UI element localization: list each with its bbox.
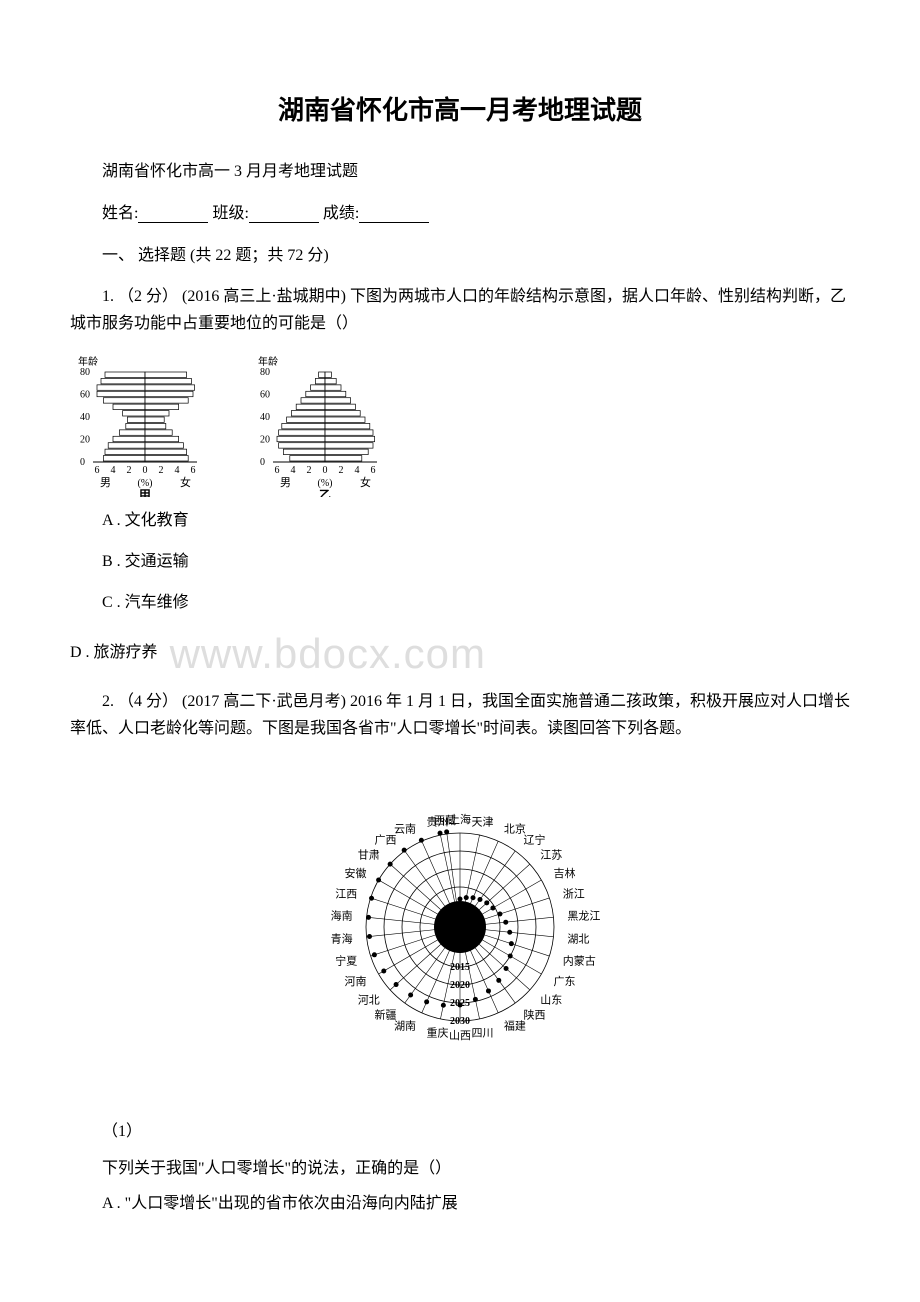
class-label: 班级:: [212, 205, 248, 222]
svg-text:4: 4: [111, 465, 116, 476]
q1-stem: 1. （2 分） (2016 高三上·盐城期中) 下图为两城市人口的年龄结构示意…: [70, 283, 850, 337]
radar-chart: 2015202020252030西藏上海天津北京辽宁江苏吉林浙江黑龙江湖北内蒙古…: [260, 757, 660, 1097]
q1-option-c: C . 汽车维修: [70, 589, 850, 618]
svg-text:天津: 天津: [471, 816, 493, 829]
watermark: www.bdocx.com: [170, 630, 486, 677]
svg-text:贵州: 贵州: [427, 816, 449, 829]
form-line: 姓名: 班级: 成绩:: [70, 199, 850, 223]
svg-text:江西: 江西: [335, 888, 357, 901]
svg-text:6: 6: [275, 465, 280, 476]
pyramid-yi: 年龄8060402006420246男(%)女乙: [250, 347, 400, 497]
q1-option-b: B . 交通运输: [70, 548, 850, 577]
svg-text:陕西: 陕西: [523, 1008, 545, 1022]
svg-text:山东: 山东: [540, 993, 562, 1006]
svg-text:安徽: 安徽: [344, 866, 366, 880]
q2-stem: 2. （4 分） (2017 高二下·武邑月考) 2016 年 1 月 1 日，…: [70, 688, 850, 742]
svg-text:40: 40: [80, 412, 90, 423]
question-2: 2. （4 分） (2017 高二下·武邑月考) 2016 年 1 月 1 日，…: [70, 688, 850, 1219]
section-header: 一、 选择题 (共 22 题；共 72 分): [70, 241, 850, 265]
svg-text:江苏: 江苏: [540, 849, 562, 862]
score-label: 成绩:: [323, 205, 359, 222]
svg-text:6: 6: [371, 465, 376, 476]
svg-text:0: 0: [323, 465, 328, 476]
svg-text:北京: 北京: [504, 821, 526, 835]
question-1: 1. （2 分） (2016 高三上·盐城期中) 下图为两城市人口的年龄结构示意…: [70, 283, 850, 678]
q2-option-a: A . "人口零增长"出现的省市依次由沿海向内陆扩展: [70, 1190, 850, 1219]
svg-text:男: 男: [280, 477, 291, 489]
svg-text:4: 4: [175, 465, 180, 476]
svg-text:辽宁: 辽宁: [523, 833, 545, 847]
svg-text:0: 0: [260, 457, 265, 468]
svg-text:湖南: 湖南: [394, 1020, 416, 1033]
svg-text:山西: 山西: [449, 1029, 471, 1042]
name-blank: [138, 205, 208, 223]
svg-text:60: 60: [260, 390, 270, 401]
q1-option-d: D . 旅游疗养: [70, 644, 158, 661]
svg-text:吉林: 吉林: [554, 866, 576, 880]
svg-text:2: 2: [127, 465, 132, 476]
svg-text:广西: 广西: [375, 834, 397, 847]
svg-text:40: 40: [260, 412, 270, 423]
svg-text:青海: 青海: [331, 931, 353, 945]
svg-text:广东: 广东: [554, 975, 576, 988]
class-blank: [249, 205, 319, 223]
svg-text:湖北: 湖北: [567, 932, 589, 945]
subtitle: 湖南省怀化市高一 3 月月考地理试题: [70, 157, 850, 181]
svg-text:河北: 河北: [358, 993, 380, 1006]
svg-text:云南: 云南: [394, 822, 416, 835]
svg-text:6: 6: [191, 465, 196, 476]
q1-option-a: A . 文化教育: [70, 507, 850, 536]
svg-text:上海: 上海: [449, 812, 471, 826]
svg-text:甘肃: 甘肃: [358, 849, 380, 862]
svg-text:2: 2: [159, 465, 164, 476]
q2-sub-number: （1）: [70, 1117, 850, 1141]
svg-text:四川: 四川: [471, 1028, 493, 1040]
svg-text:甲: 甲: [139, 488, 151, 497]
q1-figure: 年龄8060402006420246男(%)女甲 年龄8060402006420…: [70, 347, 850, 497]
svg-text:4: 4: [291, 465, 296, 476]
page-title: 湖南省怀化市高一月考地理试题: [70, 90, 850, 127]
svg-text:0: 0: [143, 465, 148, 476]
svg-text:黑龙江: 黑龙江: [567, 910, 600, 923]
svg-text:2: 2: [339, 465, 344, 476]
svg-text:80: 80: [80, 367, 90, 378]
q2-sub-stem: 下列关于我国"人口零增长"的说法，正确的是（）: [70, 1155, 850, 1182]
svg-text:女: 女: [180, 475, 191, 489]
svg-text:20: 20: [260, 435, 270, 446]
svg-text:新疆: 新疆: [375, 1008, 397, 1022]
svg-text:6: 6: [95, 465, 100, 476]
svg-text:宁夏: 宁夏: [335, 954, 357, 968]
svg-text:海南: 海南: [331, 909, 353, 923]
name-label: 姓名:: [102, 205, 138, 222]
svg-text:乙: 乙: [319, 488, 331, 497]
svg-text:女: 女: [360, 475, 371, 489]
svg-text:2: 2: [307, 465, 312, 476]
svg-text:男: 男: [100, 477, 111, 489]
svg-text:4: 4: [355, 465, 360, 476]
score-blank: [359, 205, 429, 223]
q2-figure: 2015202020252030西藏上海天津北京辽宁江苏吉林浙江黑龙江湖北内蒙古…: [70, 757, 850, 1102]
svg-text:60: 60: [80, 390, 90, 401]
svg-text:浙江: 浙江: [563, 888, 585, 901]
svg-text:80: 80: [260, 367, 270, 378]
pyramid-jia: 年龄8060402006420246男(%)女甲: [70, 347, 220, 497]
svg-text:河南: 河南: [344, 975, 366, 988]
svg-text:0: 0: [80, 457, 85, 468]
svg-text:福建: 福建: [504, 1019, 526, 1033]
svg-text:20: 20: [80, 435, 90, 446]
svg-text:重庆: 重庆: [427, 1026, 449, 1040]
svg-text:内蒙古: 内蒙古: [563, 954, 596, 968]
